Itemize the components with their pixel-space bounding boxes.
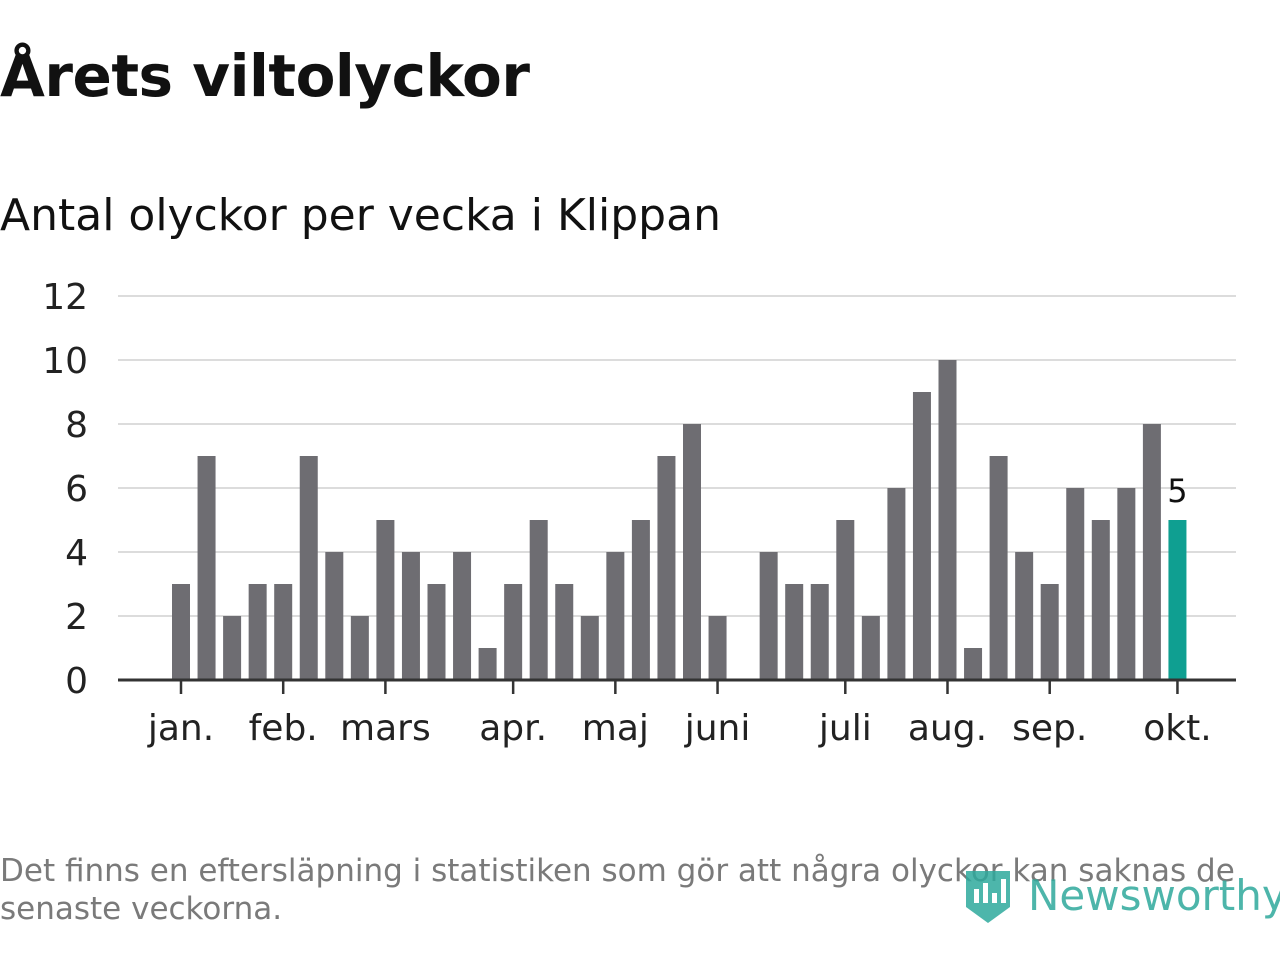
x-tick-label-aug: aug. <box>908 708 987 749</box>
x-tick-label-mars: mars <box>340 708 431 749</box>
bar-week-33 <box>989 456 1008 680</box>
bar-week-34 <box>1015 552 1034 680</box>
bar-week-10 <box>401 552 420 680</box>
bar-week-20 <box>657 456 676 680</box>
newsworthy-logo: Newsworthy <box>962 860 1280 930</box>
data-labels: 5 <box>1167 472 1187 510</box>
bar-week-35 <box>1040 584 1059 680</box>
bar-week-21 <box>683 424 701 680</box>
bar-week-19 <box>631 520 650 680</box>
bar-week-12 <box>453 552 472 680</box>
bar-week-16 <box>555 584 574 680</box>
data-label-last-week: 5 <box>1167 472 1187 510</box>
bar-week-36 <box>1066 488 1085 680</box>
x-tick-label-sep: sep. <box>1012 708 1087 749</box>
bar-week-30 <box>912 392 931 680</box>
bar-week-5 <box>274 584 293 680</box>
bar-week-40 <box>1168 520 1187 680</box>
x-tick-label-okt: okt. <box>1143 708 1211 749</box>
bar-week-28 <box>861 616 880 680</box>
x-tick-label-jan: jan. <box>147 708 214 749</box>
bar-week-14 <box>504 584 523 680</box>
bar-week-39 <box>1142 424 1161 680</box>
newsworthy-logo-text: Newsworthy <box>1028 870 1280 920</box>
bar-week-29 <box>887 488 906 680</box>
bar-week-2 <box>197 456 216 680</box>
chart-title: Årets viltolyckor <box>0 42 530 110</box>
y-axis-ticks: 0 2 4 6 8 10 12 <box>42 277 88 702</box>
x-axis-ticks: jan. feb. mars apr. maj juni juli aug. sep. okt. <box>147 680 1212 749</box>
bar-week-27 <box>836 520 855 680</box>
bar-week-15 <box>529 520 548 680</box>
bar-chart: 0 2 4 6 8 10 12 jan. feb. mars apr. maj juni juli aug… <box>42 277 1236 749</box>
footnote: Det finns en eftersläpning i statistiken… <box>0 853 1235 927</box>
y-tick-label: 10 <box>42 341 88 382</box>
y-tick-label: 6 <box>65 469 88 510</box>
y-tick-label: 0 <box>65 661 88 702</box>
y-tick-label: 8 <box>65 405 88 446</box>
bar-week-26 <box>810 584 829 680</box>
bar-week-38 <box>1117 488 1136 680</box>
bar-week-4 <box>248 584 267 680</box>
bar-week-8 <box>350 616 369 680</box>
bar-week-32 <box>964 648 983 680</box>
bar-week-6 <box>299 456 318 680</box>
x-tick-label-juni: juni <box>684 708 751 749</box>
newsworthy-logo-icon <box>966 871 1010 923</box>
bar-week-9 <box>376 520 395 680</box>
bar-week-24 <box>759 552 778 680</box>
y-tick-label: 12 <box>42 277 88 318</box>
bars <box>172 360 1187 680</box>
bar-week-1 <box>172 584 190 680</box>
bar-week-13 <box>478 648 497 680</box>
bar-week-22 <box>708 616 727 680</box>
y-tick-label: 4 <box>65 533 88 574</box>
y-tick-label: 2 <box>65 597 88 638</box>
x-tick-label-juli: juli <box>818 708 872 749</box>
bar-week-25 <box>785 584 804 680</box>
bar-week-37 <box>1091 520 1110 680</box>
bar-week-31 <box>938 360 957 680</box>
x-tick-label-maj: maj <box>582 708 649 749</box>
x-tick-label-feb: feb. <box>249 708 318 749</box>
chart-subtitle: Antal olyckor per vecka i Klippan <box>0 190 721 241</box>
x-tick-label-apr: apr. <box>479 708 547 749</box>
bar-week-17 <box>580 616 599 680</box>
bar-week-11 <box>427 584 446 680</box>
bar-week-7 <box>325 552 344 680</box>
bar-week-3 <box>223 616 242 680</box>
bar-week-18 <box>606 552 625 680</box>
